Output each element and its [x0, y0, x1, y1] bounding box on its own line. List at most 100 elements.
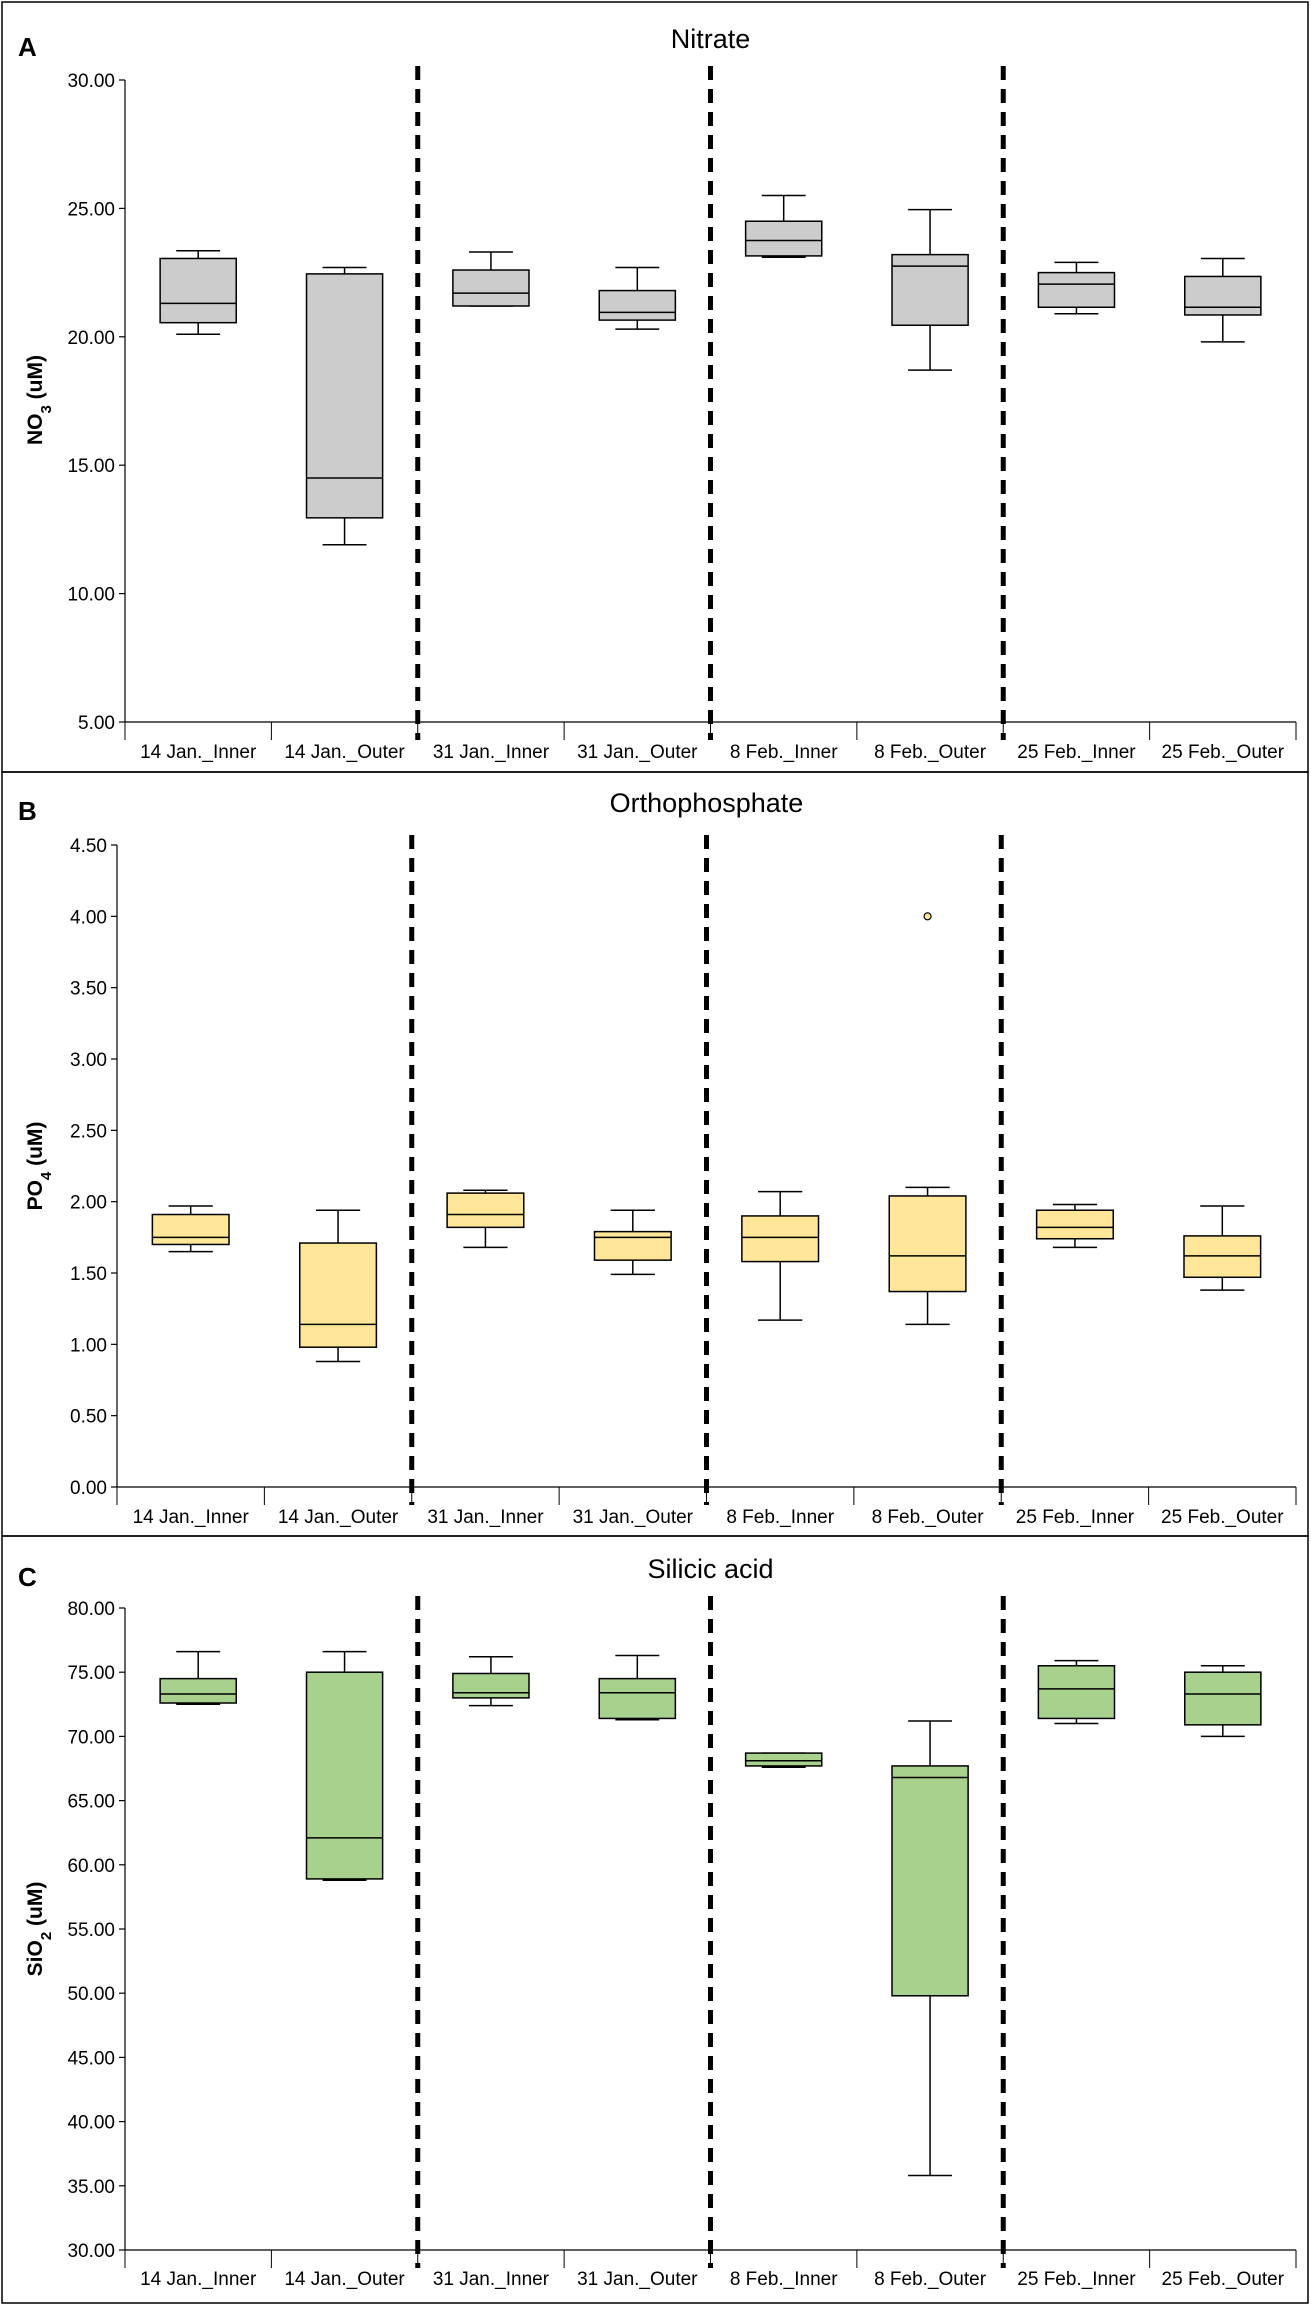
box-6 — [891, 1720, 969, 2177]
iqr-box — [305, 273, 384, 519]
x-tick-label: 8 Feb._Inner — [730, 2269, 838, 2290]
y-axis-label: NO3 (uM) — [24, 355, 55, 445]
y-axis-label: PO4 (uM) — [24, 1122, 55, 1211]
y-tick-label: 25.00 — [67, 199, 115, 220]
x-tick-label: 31 Jan._Inner — [433, 2269, 550, 2290]
iqr-box — [1035, 1209, 1115, 1240]
panel-a: A Nitrate 5.00 10.00 15.00 20.00 25.00 30.00 14 … — [1, 1, 1309, 773]
y-tick-label: 2.00 — [70, 1193, 107, 1214]
iqr-box — [741, 1215, 820, 1263]
iqr-box — [159, 257, 237, 324]
x-tick-label: 14 Jan._Outer — [284, 2269, 405, 2290]
y-tick-label: 4.00 — [70, 907, 107, 928]
iqr-box — [151, 1213, 230, 1246]
x-tick-label: 31 Jan._Outer — [577, 2269, 698, 2290]
y-tick-label: 70.00 — [67, 1727, 115, 1748]
outlier-point — [923, 912, 932, 921]
chart-title: Nitrate — [671, 24, 751, 54]
iqr-box — [305, 1671, 384, 1880]
x-tick-label: 25 Feb._Inner — [1017, 2269, 1136, 2290]
iqr-box — [452, 1672, 530, 1699]
x-tick-label: 14 Jan._Outer — [278, 1507, 399, 1528]
iqr-box — [598, 289, 677, 321]
box-7 — [1037, 1659, 1116, 1725]
panel-frame — [1, 771, 1309, 1537]
box-5 — [744, 194, 823, 258]
x-tick-label: 8 Feb._Outer — [874, 2269, 987, 2290]
box-1 — [159, 1650, 237, 1706]
box-7 — [1037, 261, 1116, 315]
iqr-box — [1037, 271, 1116, 309]
box-7 — [1035, 1203, 1115, 1249]
panel-frame — [1, 1535, 1309, 2304]
panel-letter: B — [18, 796, 37, 826]
x-tick-label: 14 Jan._Inner — [140, 742, 257, 763]
x-tick-label: 14 Jan._Outer — [284, 742, 405, 763]
chart-title: Silicic acid — [647, 1554, 773, 1584]
y-tick-label: 0.50 — [70, 1407, 107, 1428]
x-tick-label: 8 Feb._Outer — [872, 1507, 985, 1528]
y-tick-label: 50.00 — [67, 1984, 115, 2005]
box-4 — [598, 266, 677, 330]
box-3 — [452, 251, 530, 307]
panel-b: B Orthophosphate 0.00 0.50 1.00 1.50 2.00 2.50 3… — [1, 771, 1309, 1537]
x-tick-label: 25 Feb._Outer — [1161, 1507, 1284, 1528]
y-tick-label: 10.00 — [67, 585, 115, 606]
iqr-box — [598, 1677, 677, 1720]
iqr-box — [159, 1677, 237, 1704]
iqr-box — [744, 220, 823, 257]
panel-frame — [1, 1, 1309, 773]
iqr-box — [888, 1195, 967, 1293]
y-tick-label: 30.00 — [67, 71, 115, 92]
iqr-box — [593, 1230, 672, 1261]
panel-letter: A — [18, 32, 37, 62]
y-tick-label: 3.50 — [70, 979, 107, 1000]
y-tick-label: 60.00 — [67, 1856, 115, 1877]
box-8 — [1183, 1205, 1262, 1291]
x-tick-label: 14 Jan._Inner — [140, 2269, 257, 2290]
y-tick-label: 75.00 — [67, 1663, 115, 1684]
iqr-box — [744, 1752, 823, 1767]
box-8 — [1184, 1665, 1262, 1738]
x-tick-label: 31 Jan._Outer — [573, 1507, 694, 1528]
x-tick-label: 8 Feb._Outer — [874, 742, 987, 763]
box-6 — [891, 208, 969, 371]
box-2 — [298, 1209, 378, 1363]
iqr-box — [1184, 275, 1262, 316]
iqr-box — [298, 1242, 378, 1348]
box-8 — [1184, 257, 1262, 343]
y-tick-label: 55.00 — [67, 1920, 115, 1941]
y-tick-label: 4.50 — [70, 836, 107, 857]
iqr-box — [891, 253, 969, 326]
y-tick-label: 1.00 — [70, 1335, 107, 1356]
box-5 — [744, 1752, 823, 1768]
x-tick-label: 31 Jan._Outer — [577, 742, 698, 763]
box-2 — [305, 266, 384, 546]
y-tick-label: 80.00 — [67, 1599, 115, 1620]
x-tick-label: 25 Feb._Outer — [1162, 742, 1285, 763]
y-tick-label: 35.00 — [67, 2177, 115, 2198]
chart-title: Orthophosphate — [610, 788, 804, 818]
iqr-box — [891, 1765, 969, 1997]
x-tick-label: 8 Feb._Inner — [726, 1507, 834, 1528]
box-4 — [593, 1209, 672, 1276]
y-tick-label: 2.50 — [70, 1121, 107, 1142]
y-tick-label: 1.50 — [70, 1264, 107, 1285]
x-tick-label: 31 Jan._Inner — [427, 1507, 544, 1528]
box-3 — [452, 1656, 530, 1707]
y-tick-label: 5.00 — [78, 713, 115, 734]
y-tick-label: 30.00 — [67, 2241, 115, 2262]
y-tick-label: 0.00 — [70, 1478, 107, 1499]
x-tick-label: 25 Feb._Outer — [1162, 2269, 1285, 2290]
y-tick-label: 45.00 — [67, 2048, 115, 2069]
iqr-box — [1037, 1665, 1116, 1720]
y-axis-label: SiO2 (uM) — [24, 1882, 55, 1977]
iqr-box — [452, 269, 530, 307]
panel-c: C Silicic acid 30.00 35.00 40.00 45.00 50.00 55… — [1, 1535, 1309, 2304]
iqr-box — [446, 1192, 525, 1229]
x-tick-label: 8 Feb._Inner — [730, 742, 838, 763]
x-tick-label: 25 Feb._Inner — [1016, 1507, 1135, 1528]
box-4 — [598, 1654, 677, 1721]
